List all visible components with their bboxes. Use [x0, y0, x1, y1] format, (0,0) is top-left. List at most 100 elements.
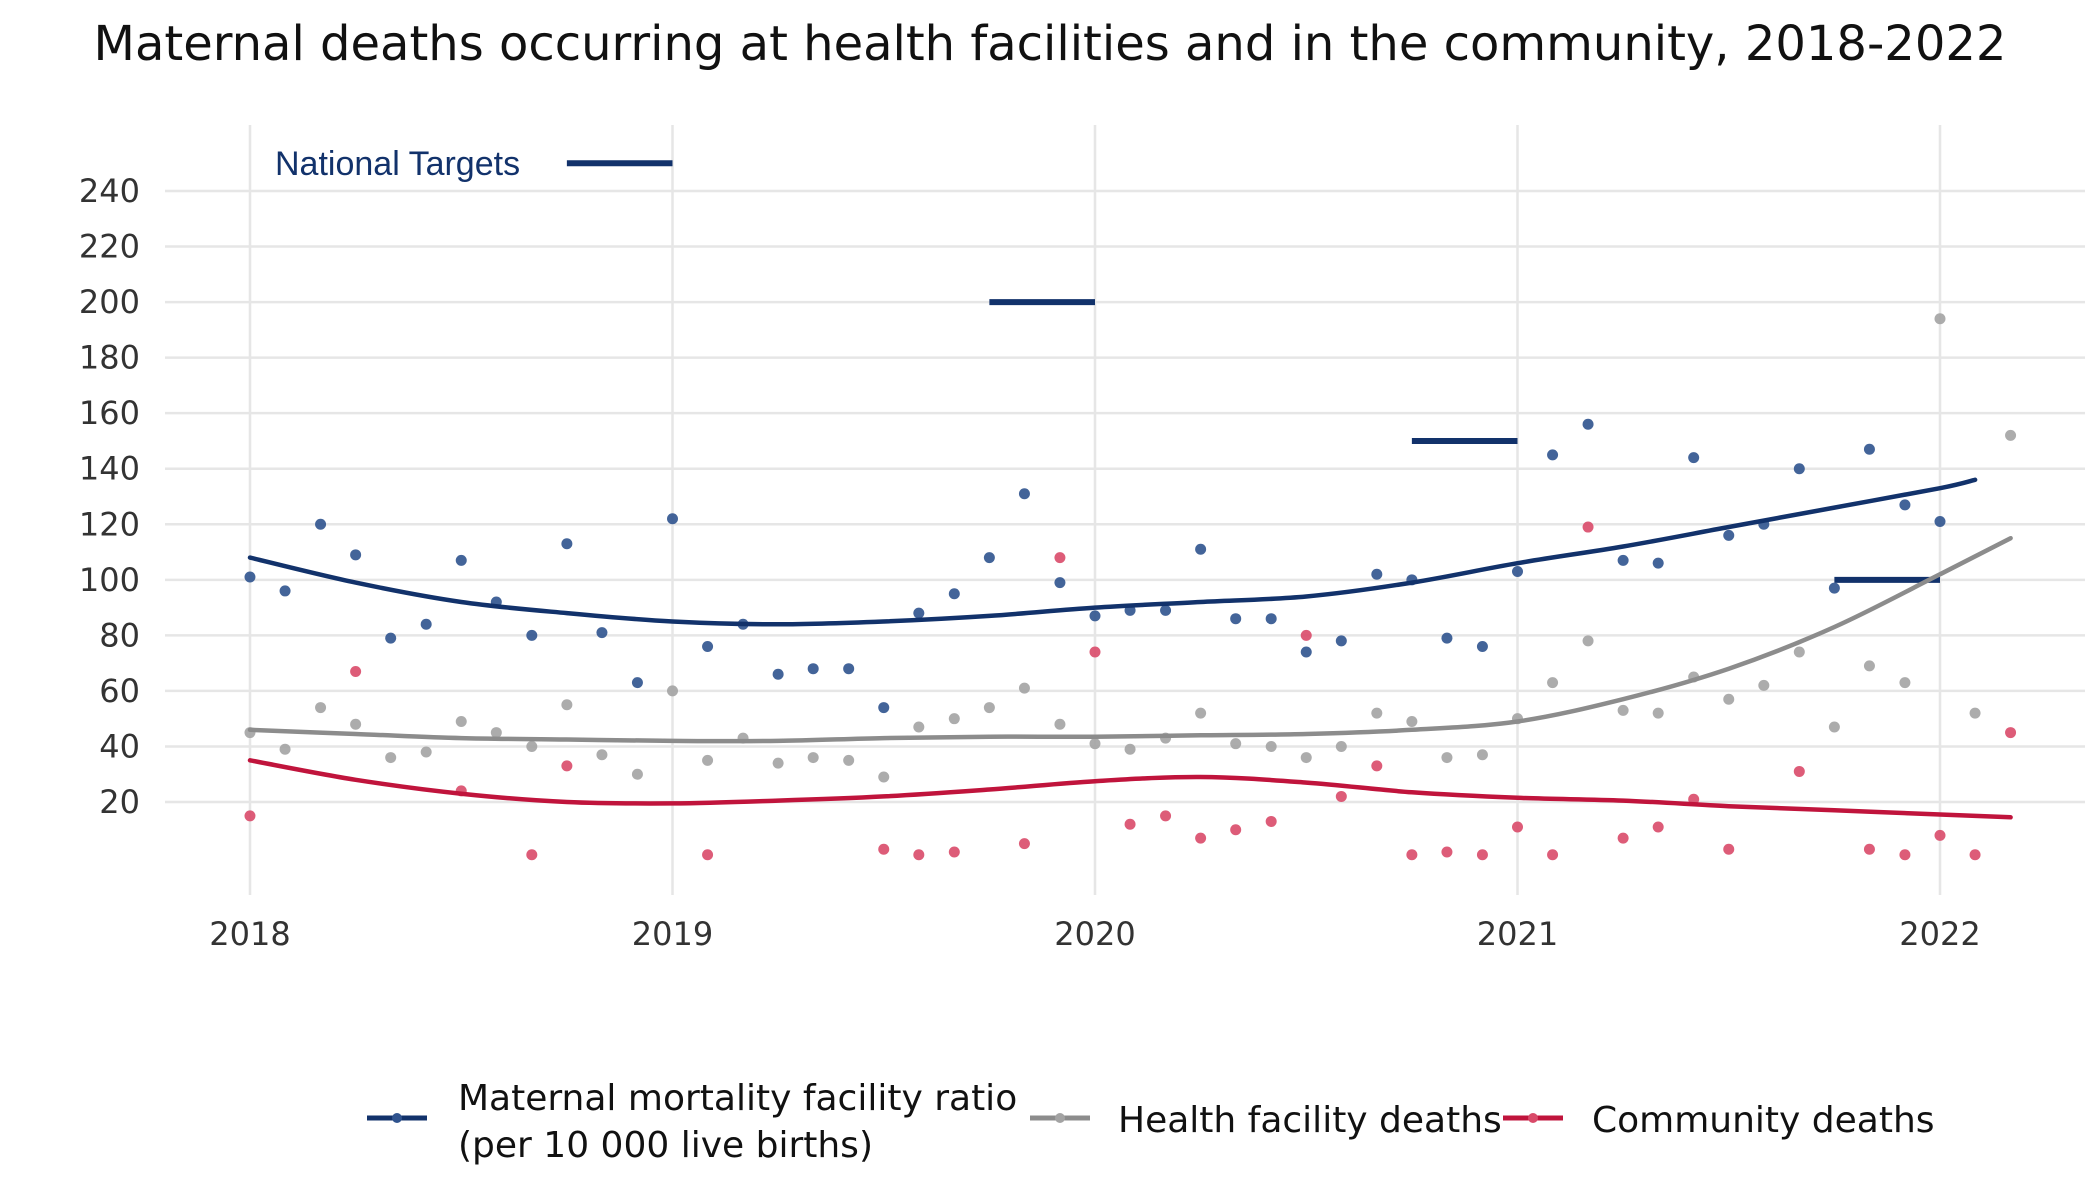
data-point-facility-ratio: [1617, 554, 1629, 566]
legend-item-facility-ratio: Maternal mortality facility ratio (per 1…: [367, 1078, 1017, 1166]
data-point-community-deaths: [1230, 824, 1242, 836]
data-point-community-deaths: [1160, 810, 1172, 822]
x-axis-tick-labels: 2018 2019 2020 2021 2022: [209, 915, 1980, 953]
x-tick-label: 2022: [1899, 915, 1980, 953]
data-point-health-facility-deaths: [1828, 721, 1840, 733]
data-point-health-facility-deaths: [878, 771, 890, 783]
data-point-health-facility-deaths: [843, 754, 855, 766]
data-point-health-facility-deaths: [1652, 707, 1664, 719]
data-point-community-deaths: [913, 849, 925, 861]
data-point-facility-ratio: [702, 640, 714, 652]
y-tick-label: 60: [99, 672, 140, 710]
data-point-facility-ratio: [843, 663, 855, 675]
data-point-facility-ratio: [1335, 635, 1347, 647]
legend-label-facility-ratio-units: (per 10 000 live births): [458, 1125, 873, 1166]
data-point-health-facility-deaths: [1054, 718, 1066, 730]
y-tick-label: 200: [79, 283, 140, 321]
data-point-facility-ratio: [772, 668, 784, 680]
data-point-facility-ratio: [1160, 604, 1172, 616]
data-point-health-facility-deaths: [1582, 635, 1594, 647]
data-point-health-facility-deaths: [1934, 313, 1946, 325]
data-point-community-deaths: [1265, 815, 1277, 827]
data-point-facility-ratio: [1195, 543, 1207, 555]
data-point-facility-ratio: [561, 538, 573, 550]
data-point-community-deaths: [244, 810, 256, 822]
data-point-facility-ratio: [948, 588, 960, 600]
data-point-health-facility-deaths: [807, 752, 819, 764]
trend-line-health-facility-deaths: [247, 535, 2013, 744]
data-point-community-deaths: [1934, 829, 1946, 841]
data-point-health-facility-deaths: [596, 749, 608, 761]
data-point-community-deaths: [1195, 832, 1207, 844]
data-point-facility-ratio: [1652, 557, 1664, 569]
data-point-community-deaths: [1371, 760, 1383, 772]
data-point-community-deaths: [878, 843, 890, 855]
data-point-community-deaths: [1793, 765, 1805, 777]
data-point-community-deaths: [1300, 629, 1312, 641]
y-tick-label: 140: [79, 450, 140, 488]
data-point-community-deaths: [1723, 843, 1735, 855]
legend-swatch-point-community-deaths: [1528, 1113, 1538, 1123]
y-tick-label: 220: [79, 228, 140, 266]
data-point-health-facility-deaths: [1476, 749, 1488, 761]
data-point-facility-ratio: [1476, 640, 1488, 652]
data-point-health-facility-deaths: [948, 713, 960, 725]
data-point-health-facility-deaths: [490, 727, 502, 739]
data-point-community-deaths: [1969, 849, 1981, 861]
data-point-health-facility-deaths: [667, 685, 678, 697]
gridlines: [165, 125, 2085, 895]
data-point-community-deaths: [1547, 849, 1559, 861]
data-point-facility-ratio: [807, 663, 819, 675]
data-point-health-facility-deaths: [1617, 704, 1629, 716]
data-point-health-facility-deaths: [983, 702, 995, 714]
data-point-health-facility-deaths: [631, 768, 643, 780]
data-point-community-deaths: [1441, 846, 1453, 858]
data-point-facility-ratio: [1688, 452, 1700, 464]
data-point-health-facility-deaths: [1406, 715, 1418, 727]
data-point-health-facility-deaths: [1230, 738, 1242, 750]
data-point-facility-ratio: [596, 627, 608, 639]
data-point-facility-ratio: [1441, 632, 1453, 644]
data-point-health-facility-deaths: [1089, 738, 1101, 750]
data-point-health-facility-deaths: [702, 754, 714, 766]
data-point-health-facility-deaths: [913, 721, 925, 733]
data-point-facility-ratio: [1230, 613, 1242, 625]
data-point-health-facility-deaths: [1335, 740, 1347, 752]
x-tick-label: 2018: [209, 915, 290, 953]
legend: Maternal mortality facility ratio (per 1…: [367, 1078, 1935, 1166]
series-health-facility-deaths: [244, 313, 2017, 783]
data-point-facility-ratio: [667, 513, 678, 525]
data-point-health-facility-deaths: [1723, 693, 1735, 705]
y-tick-label: 100: [79, 561, 140, 599]
data-point-health-facility-deaths: [385, 752, 397, 764]
data-point-community-deaths: [1582, 521, 1594, 533]
data-point-facility-ratio: [1582, 418, 1594, 430]
data-point-community-deaths: [948, 846, 960, 858]
data-point-health-facility-deaths: [1371, 707, 1383, 719]
trend-line-community-deaths: [247, 758, 2013, 820]
data-point-community-deaths: [1054, 552, 1066, 564]
data-point-facility-ratio: [1265, 613, 1277, 625]
data-point-health-facility-deaths: [315, 702, 327, 714]
data-point-health-facility-deaths: [1758, 679, 1770, 691]
data-point-facility-ratio: [1793, 463, 1805, 475]
legend-item-health-facility-deaths: Health facility deaths: [1030, 1100, 1502, 1141]
x-tick-label: 2020: [1054, 915, 1135, 953]
data-point-health-facility-deaths: [1899, 677, 1911, 689]
x-tick-label: 2021: [1477, 915, 1558, 953]
data-point-health-facility-deaths: [420, 746, 432, 758]
data-point-health-facility-deaths: [1018, 682, 1030, 694]
data-point-health-facility-deaths: [1441, 752, 1453, 764]
data-point-community-deaths: [1652, 821, 1664, 833]
y-tick-label: 40: [99, 727, 140, 765]
data-point-facility-ratio: [455, 554, 467, 566]
data-point-community-deaths: [1089, 646, 1101, 658]
data-point-health-facility-deaths: [1265, 740, 1277, 752]
data-point-facility-ratio: [1863, 443, 1875, 455]
data-point-facility-ratio: [1018, 488, 1030, 500]
legend-swatch-point-facility-ratio: [392, 1113, 402, 1123]
data-point-health-facility-deaths: [455, 715, 467, 727]
data-point-facility-ratio: [1054, 577, 1066, 589]
